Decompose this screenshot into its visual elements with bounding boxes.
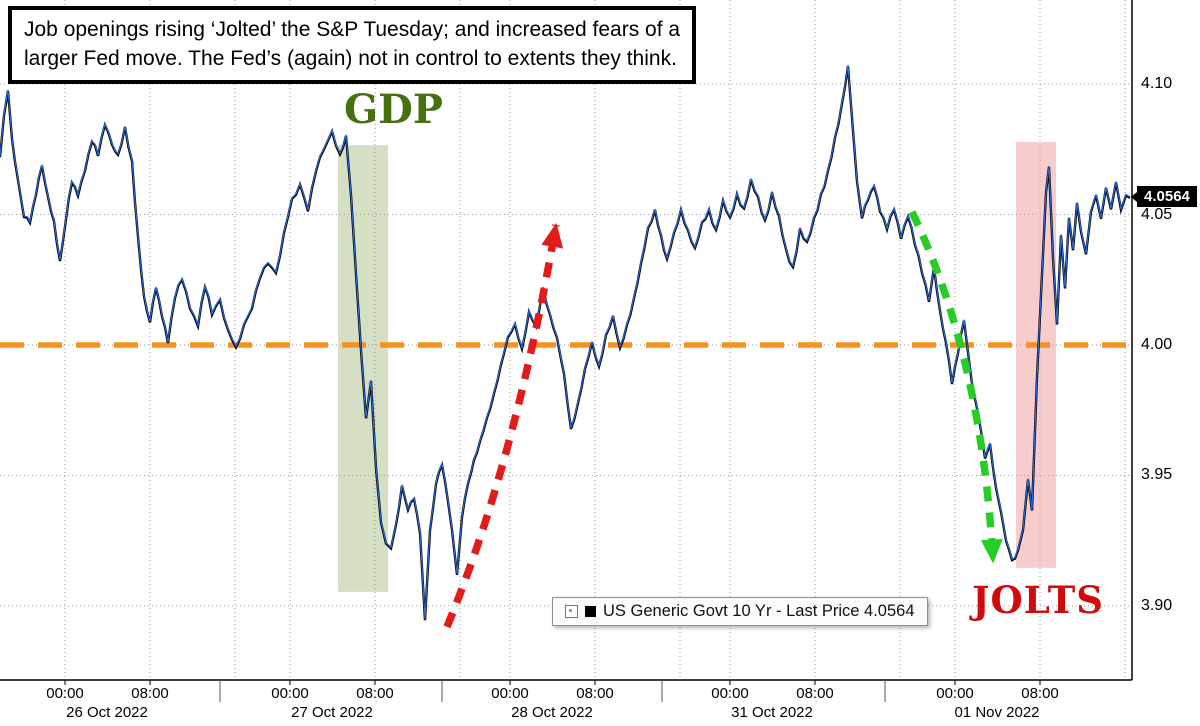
jolts-event-band (1016, 141, 1056, 568)
x-axis-time-labels: 00:00 08:00 00:00 08:00 00:00 08:00 00:00 08:00… (0, 685, 1135, 703)
y-axis: 4.10 4.05 4.00 3.95 3.90 (1141, 0, 1200, 686)
last-price-badge: 4.0564 (1137, 186, 1197, 207)
last-price-value: 4.0564 (1144, 188, 1190, 205)
y-tick-label: 4.00 (1141, 335, 1173, 353)
x-axis-date-labels: 26 Oct 2022 27 Oct 2022 28 Oct 2022 31 Oct … (0, 704, 1135, 724)
x-time-label: 00:00 (711, 685, 749, 702)
legend-label: US Generic Govt 10 Yr - Last Price 4.056… (603, 602, 915, 620)
red-up-arrow (443, 222, 564, 629)
x-date-label: 26 Oct 2022 (66, 704, 148, 721)
x-date-label: 27 Oct 2022 (291, 704, 373, 721)
chart-legend[interactable]: US Generic Govt 10 Yr - Last Price 4.056… (552, 597, 928, 626)
chart-canvas (0, 0, 1133, 702)
x-time-label: 08:00 (131, 685, 169, 702)
gdp-annotation-label: GDP (344, 86, 443, 133)
headline-line-1: Job openings rising ‘Jolted’ the S&P Tue… (24, 18, 681, 41)
x-time-label: 00:00 (491, 685, 529, 702)
headline-annotation-box: Job openings rising ‘Jolted’ the S&P Tue… (8, 6, 697, 84)
x-date-label: 01 Nov 2022 (954, 704, 1040, 721)
x-time-label: 08:00 (356, 685, 394, 702)
y-tick-label: 4.10 (1141, 75, 1173, 93)
x-time-label: 08:00 (796, 685, 834, 702)
x-time-label: 00:00 (936, 685, 974, 702)
y-tick-label: 4.05 (1141, 205, 1173, 223)
x-time-label: 08:00 (1021, 685, 1059, 702)
headline-line-2: larger Fed move. The Fed’s (again) not i… (24, 47, 677, 70)
green-down-arrow (908, 210, 1003, 564)
jolts-annotation-label: JOLTS (972, 578, 1104, 622)
x-time-label: 00:00 (271, 685, 309, 702)
x-date-label: 28 Oct 2022 (511, 704, 593, 721)
price-line-highlight (0, 65, 1131, 620)
y-tick-label: 3.90 (1141, 596, 1173, 614)
legend-expand-icon[interactable] (565, 605, 578, 618)
y-tick-label: 3.95 (1141, 466, 1173, 484)
x-time-label: 00:00 (46, 685, 84, 702)
legend-series-swatch-icon (585, 606, 596, 617)
x-time-label: 08:00 (576, 685, 614, 702)
x-date-label: 31 Oct 2022 (731, 704, 813, 721)
